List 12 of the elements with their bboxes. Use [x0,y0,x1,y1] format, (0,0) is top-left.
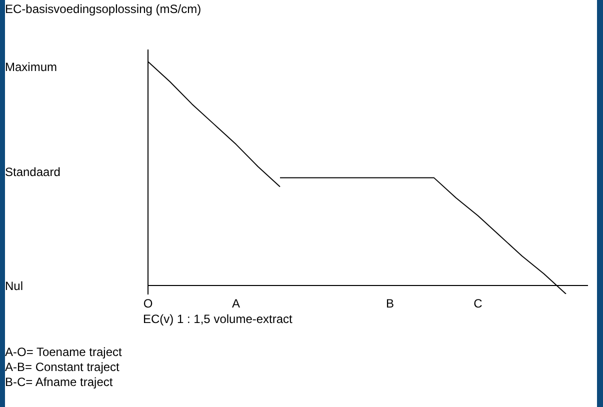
x-tick-label: C [474,296,483,311]
x-axis-title: EC(v) 1 : 1,5 volume-extract [143,312,292,326]
text: A-O= Toename traject [5,345,122,360]
text: Standaard [5,165,60,179]
x-tick-label: O [143,296,153,311]
x-tick-label: A [232,296,240,311]
text: B-C= Afname traject [5,375,114,390]
text: A-B= Constant traject [5,360,120,375]
x-tick-label: B [386,296,394,311]
text: Nul [5,279,24,293]
text: Maximum [5,60,58,74]
y-axis-title: EC-basisvoedingsoplossing (mS/cm) [5,2,202,16]
